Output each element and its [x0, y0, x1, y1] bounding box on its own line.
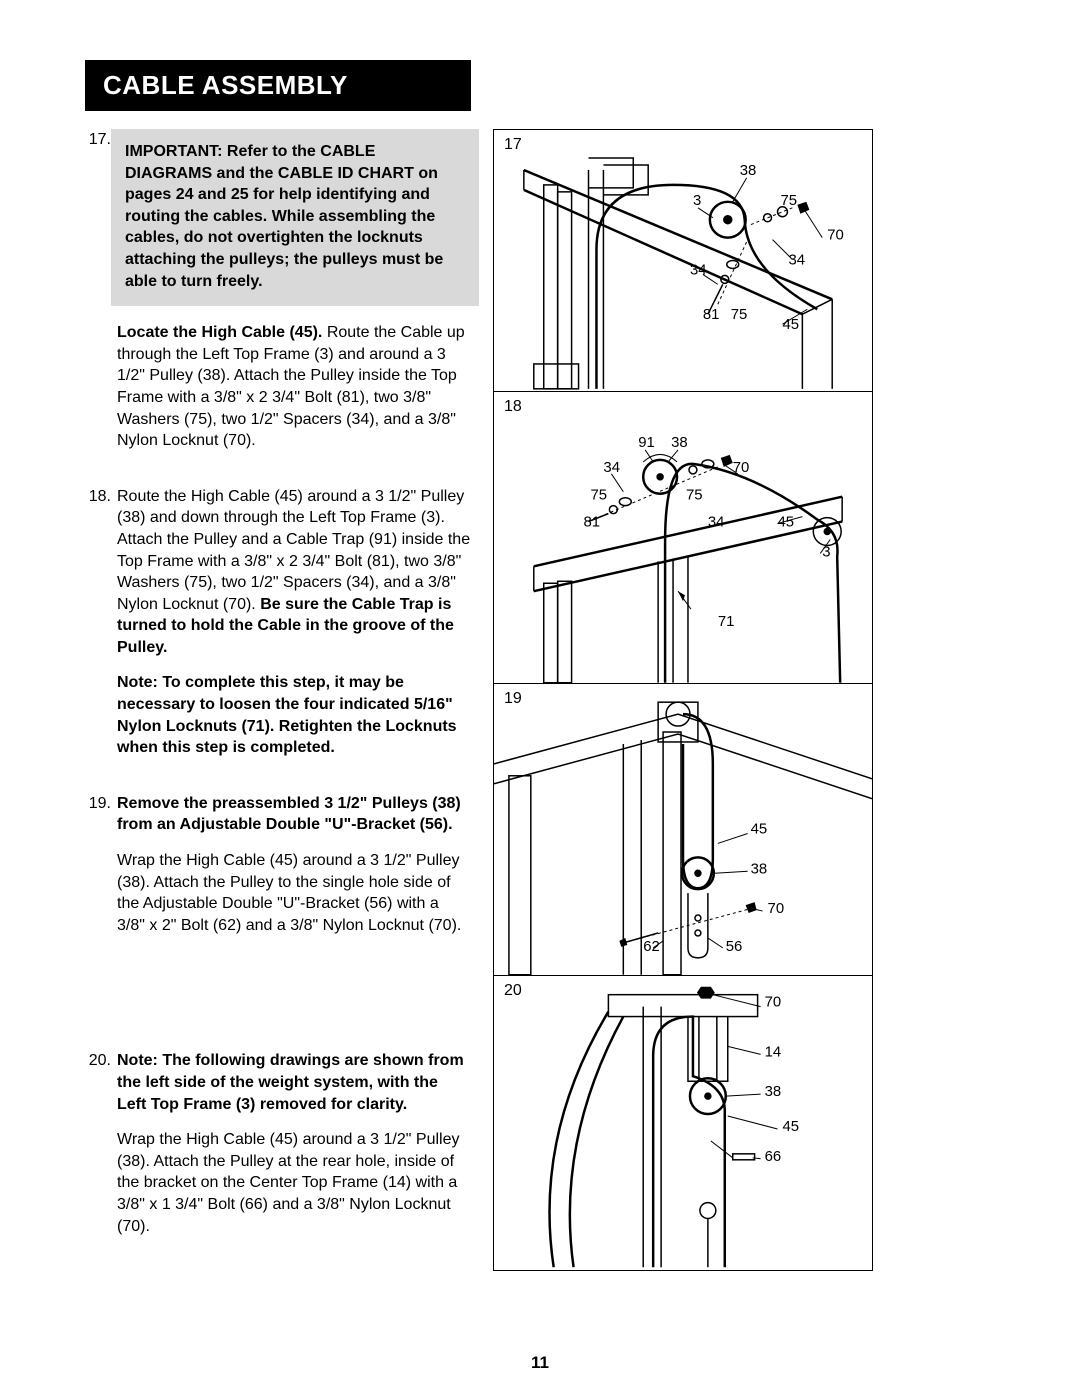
diagram-panel-17: 17: [494, 130, 872, 392]
callout-label: 71: [718, 613, 735, 630]
step-paragraph: Locate the High Cable (45). Route the Ca…: [117, 322, 471, 452]
callout-label: 75: [780, 192, 797, 209]
callout-label: 45: [782, 316, 799, 333]
callout-label: 81: [584, 514, 601, 531]
callout-label: 3: [822, 543, 830, 560]
panel-number: 18: [504, 398, 522, 416]
labels: 70 14 38 4566: [765, 994, 799, 1165]
callout-label: 34: [708, 514, 725, 531]
diagram-panel-19: 19: [494, 684, 872, 976]
assembly-diagram-19: 45 38 70 62 56: [494, 684, 872, 975]
instructions-column: 17. IMPORTANT: Refer to the CABLE DIAGRA…: [85, 129, 471, 1271]
panel-number: 17: [504, 136, 522, 154]
panel-number: 19: [504, 690, 522, 708]
callout-label: 91: [638, 434, 655, 451]
step-number: 19.: [85, 793, 117, 951]
step-number: 18.: [85, 486, 117, 773]
callout-label: 75: [731, 306, 748, 323]
labels: 38 3 75 70 34 34 81 75 45: [690, 162, 844, 333]
page-number: 11: [531, 1353, 549, 1373]
callout-label: 45: [778, 514, 795, 531]
step-body: IMPORTANT: Refer to the CABLE DIAGRAMS a…: [117, 129, 471, 466]
callout-label: 62: [643, 938, 660, 955]
callout-label: 38: [671, 434, 688, 451]
step-paragraph: Wrap the High Cable (45) around a 3 1/2"…: [117, 1129, 471, 1237]
callout-label: 38: [765, 1083, 782, 1100]
diagram-column: 17: [493, 129, 873, 1271]
callout-label: 70: [765, 994, 782, 1011]
callout-label: 34: [788, 251, 805, 268]
assembly-diagram-20: 70 14 38 4566: [494, 976, 872, 1268]
diagram-panel-20: 20: [494, 976, 872, 1268]
step-number: 20.: [85, 1050, 117, 1251]
callout-label: 56: [726, 938, 743, 955]
step-20: 20. Note: The following drawings are sho…: [85, 1050, 471, 1251]
section-title: CABLE ASSEMBLY: [85, 60, 471, 111]
step-paragraph: Route the High Cable (45) around a 3 1/2…: [117, 486, 471, 659]
important-note: IMPORTANT: Refer to the CABLE DIAGRAMS a…: [111, 129, 479, 306]
step-body: Note: The following drawings are shown f…: [117, 1050, 471, 1251]
para-text: Route the Cable up through the Left Top …: [117, 324, 465, 449]
diagram-panel-18: 18: [494, 392, 872, 684]
step-18: 18. Route the High Cable (45) around a 3…: [85, 486, 471, 773]
step-paragraph: Remove the preassembled 3 1/2" Pulleys (…: [117, 793, 471, 836]
step-body: Route the High Cable (45) around a 3 1/2…: [117, 486, 471, 773]
callout-label: 45: [782, 1118, 799, 1135]
callout-label: 38: [740, 162, 757, 179]
para-text: Route the High Cable (45) around a 3 1/2…: [117, 488, 470, 613]
step-paragraph: Note: To complete this step, it may be n…: [117, 672, 471, 758]
panel-number: 20: [504, 982, 522, 1000]
callout-label: 34: [690, 261, 707, 278]
callout-label: 70: [827, 227, 844, 244]
assembly-diagram-18: 91 38 34 70 75 75 81 34 45 3 71: [494, 392, 872, 683]
callout-label: 14: [765, 1043, 782, 1060]
callout-label: 66: [765, 1148, 782, 1165]
callout-label: 75: [590, 487, 607, 504]
step-paragraph: Wrap the High Cable (45) around a 3 1/2"…: [117, 850, 471, 936]
callout-label: 45: [751, 820, 768, 837]
content-columns: 17. IMPORTANT: Refer to the CABLE DIAGRA…: [85, 129, 1015, 1271]
step-19: 19. Remove the preassembled 3 1/2" Pulle…: [85, 793, 471, 951]
callout-label: 81: [703, 306, 720, 323]
callout-label: 38: [751, 860, 768, 877]
lead-bold: Locate the High Cable (45).: [117, 324, 322, 341]
callout-label: 75: [686, 487, 703, 504]
callout-label: 70: [733, 459, 750, 476]
step-body: Remove the preassembled 3 1/2" Pulleys (…: [117, 793, 471, 951]
callout-label: 3: [693, 192, 701, 209]
step-17: 17. IMPORTANT: Refer to the CABLE DIAGRA…: [85, 129, 471, 466]
callout-label: 34: [603, 459, 620, 476]
callout-label: 70: [768, 900, 785, 917]
assembly-diagram-17: 38 3 75 70 34 34 81 75 45: [494, 130, 872, 391]
step-paragraph: Note: The following drawings are shown f…: [117, 1050, 471, 1115]
